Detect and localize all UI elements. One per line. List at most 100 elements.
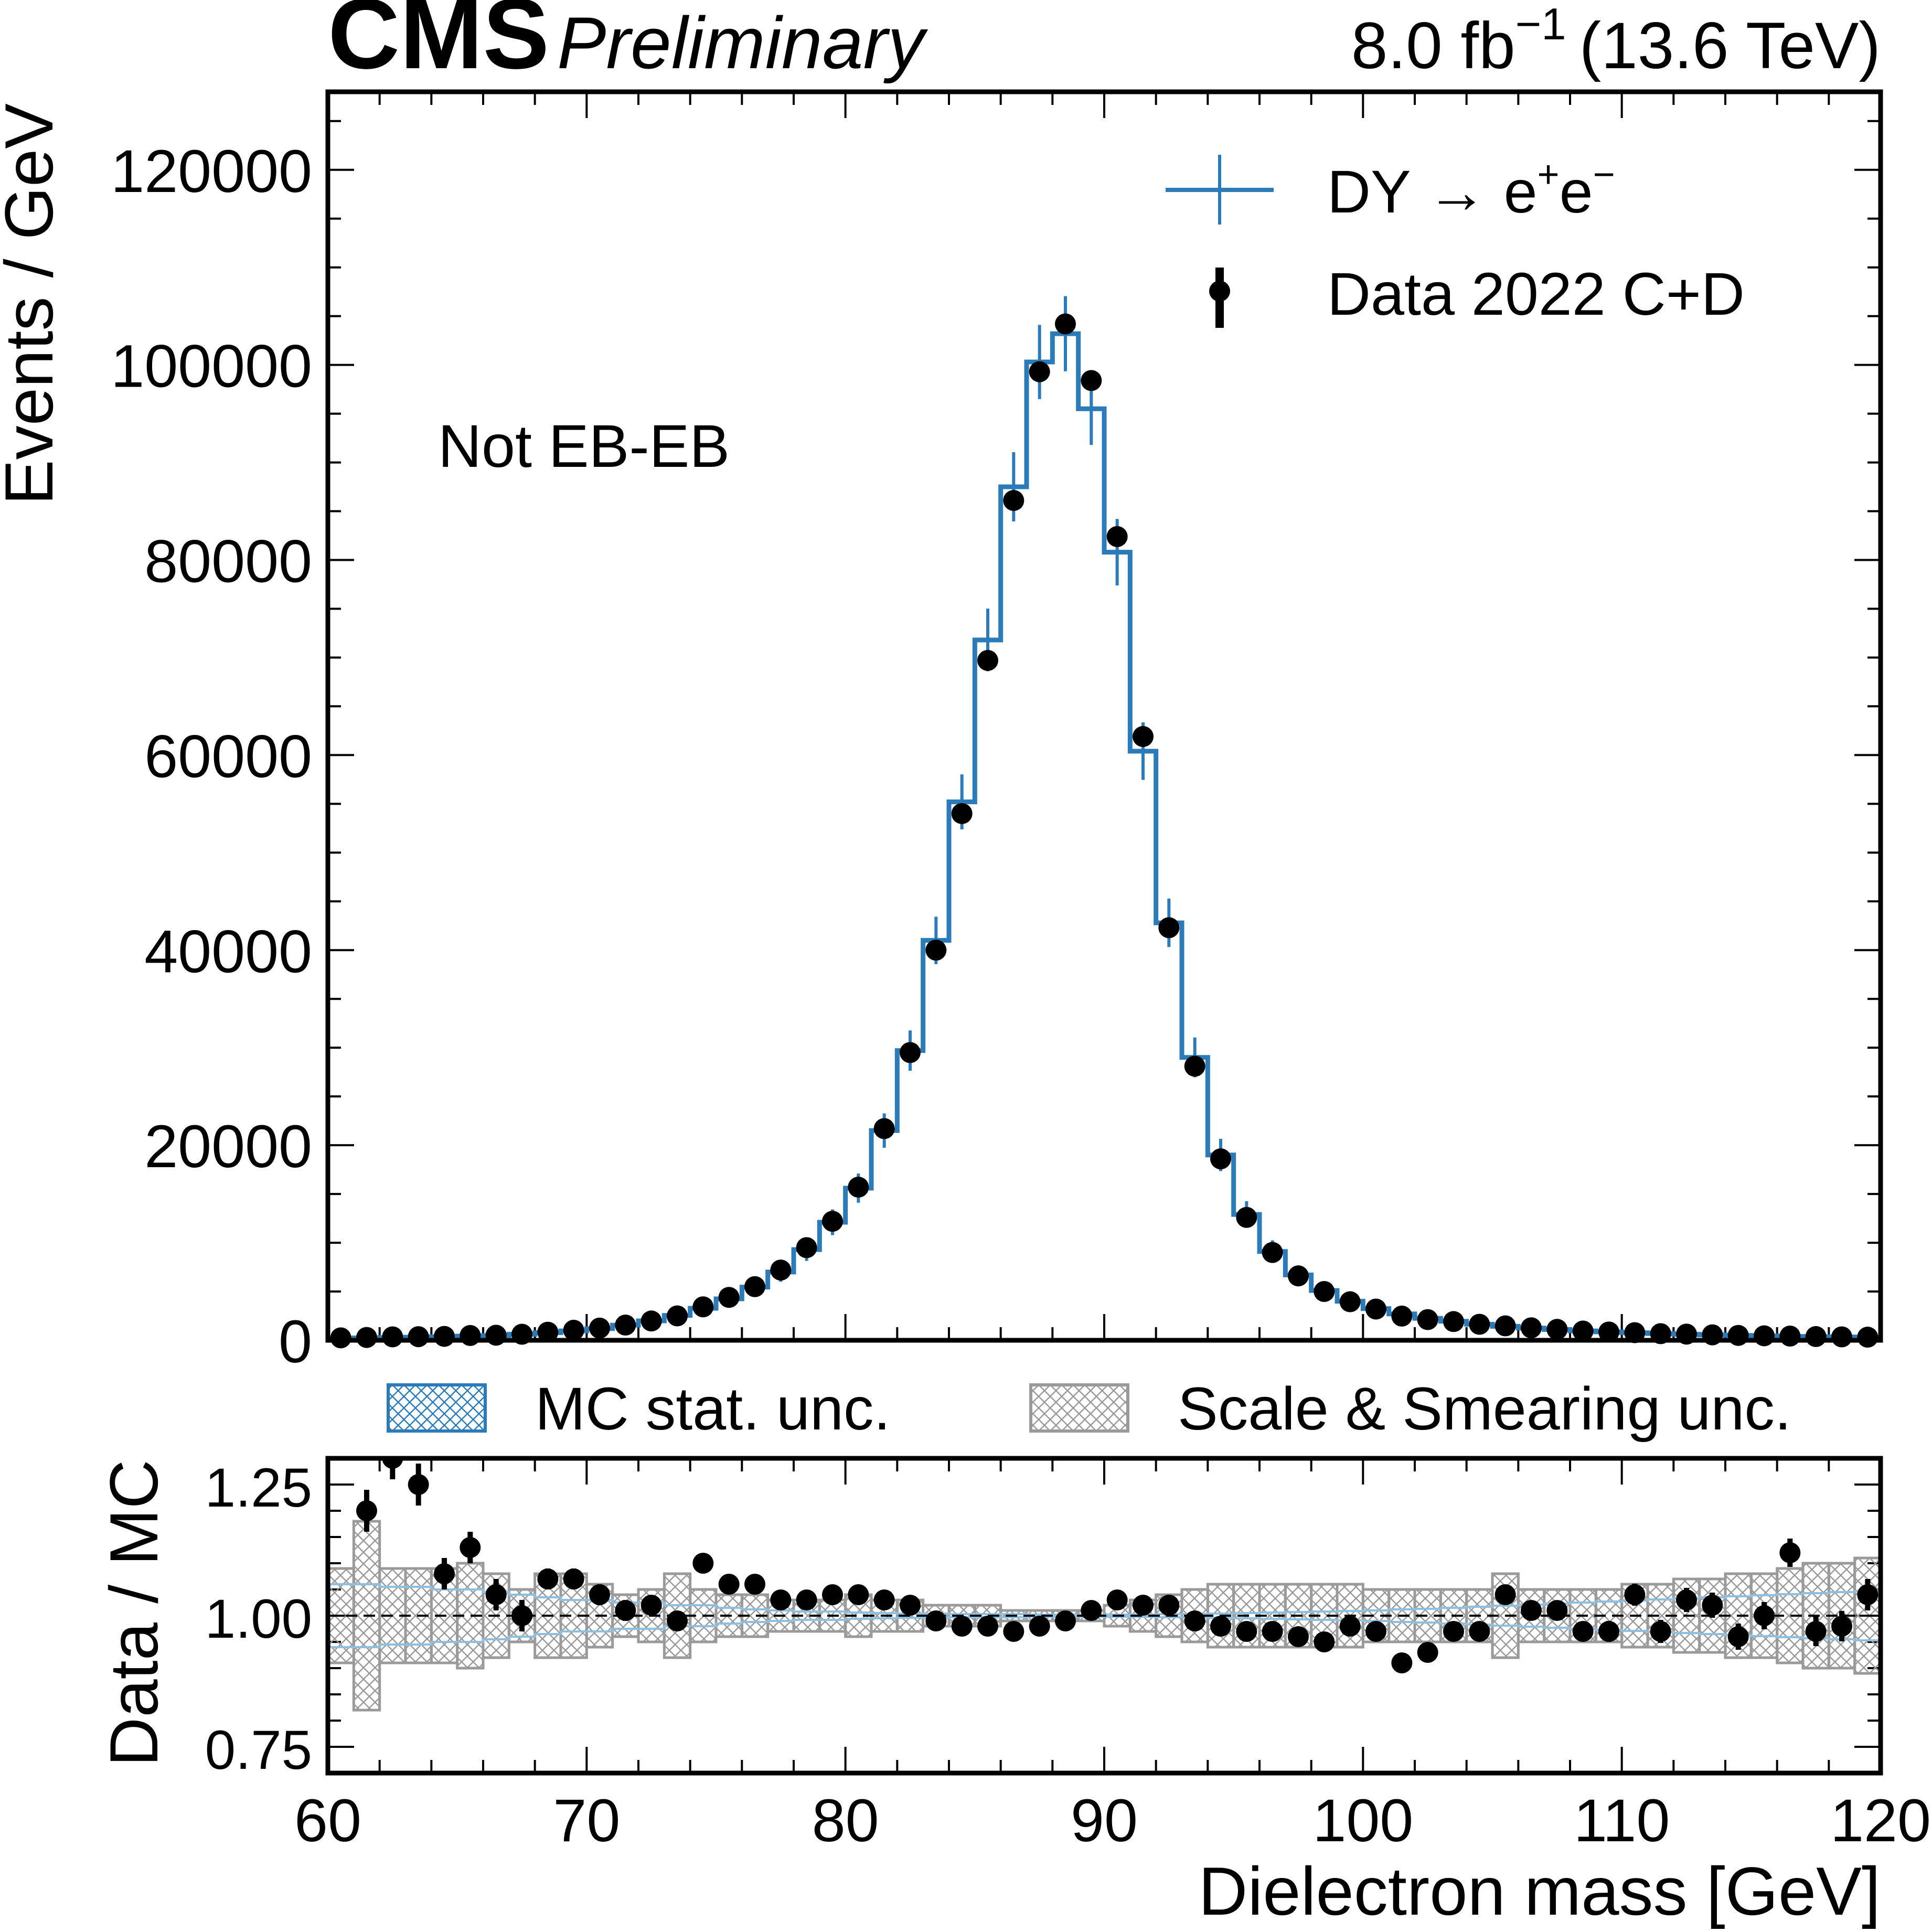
ratio-point [1262,1621,1283,1642]
ratio-point [460,1537,481,1558]
main-panel-frame [325,89,1883,1343]
scale-smearing-band [1801,1562,1830,1670]
ratio-point [1029,1616,1050,1637]
xtick-label: 90 [1071,1787,1138,1854]
main-ylabel: Events / GeV [0,103,67,505]
data-point [1158,917,1180,938]
ratio-point [511,1605,532,1626]
ratio-point [1365,1621,1386,1642]
ratio-point [822,1584,843,1605]
ratio-point [641,1595,662,1616]
ratio-point [1443,1621,1464,1642]
xtick-label: 100 [1312,1787,1413,1854]
ratio-panel-frame [325,1456,1883,1776]
ratio-point [485,1584,507,1605]
ratio-ytick-label: 1.25 [205,1457,312,1519]
main-ytick-label: 40000 [144,918,312,985]
ratio-point [1650,1621,1671,1642]
ratio-point [1184,1610,1205,1631]
data-point [537,1321,559,1343]
data-point [692,1296,714,1318]
data-point [1779,1326,1801,1347]
ratio-point [1081,1600,1102,1621]
data-point [848,1177,869,1198]
lumi-label: 8.0 fb−1 (13.6 TeV) [1351,0,1881,82]
ratio-point [1546,1600,1568,1621]
data-point [1805,1326,1827,1347]
data-point [356,1327,377,1348]
ratio-point [925,1610,947,1631]
lumi-value: 8.0 fb [1351,9,1515,82]
ratio-point [1133,1595,1154,1616]
preliminary-label: Preliminary [557,2,928,84]
legend-scale-swatch [1029,1383,1129,1433]
data-point [1417,1309,1438,1330]
data-point [1106,526,1128,547]
legend-data-label: Data 2022 C+D [1327,261,1745,328]
ratio-point [615,1600,636,1621]
ratio-panel-plot [328,1427,1881,1712]
data-point [615,1314,636,1336]
mc-stat-band-upper [328,1583,1881,1616]
main-panel-ticks: 0 20000 40000 60000 80000 100000 120000 [111,92,1882,1375]
ratio-point [589,1584,610,1605]
xtick-label: 110 [1574,1787,1670,1854]
legend-mc-stat-label: MC stat. unc. [535,1375,890,1443]
data-point [1469,1314,1490,1335]
data-point [1831,1326,1852,1348]
ratio-legend: MC stat. unc. Scale & Smearing unc. [387,1375,1791,1443]
ratio-point [1805,1621,1827,1642]
ratio-point [330,1427,351,1448]
data-point [1236,1207,1257,1228]
main-legend: DY → e+e− Data 2022 C+D [1166,154,1745,328]
ratio-point [1106,1589,1128,1610]
lumi-exponent: −1 [1515,0,1566,49]
data-point [382,1326,403,1348]
cms-label: CMS [328,0,549,90]
data-point [951,803,973,824]
main-ytick-label: 100000 [111,333,312,400]
ratio-point [1779,1542,1801,1563]
ratio-point [1055,1610,1076,1631]
energy-label: (13.6 TeV) [1579,9,1881,82]
ratio-point [1598,1621,1619,1642]
data-point [925,940,947,961]
data-point [408,1326,429,1348]
ratio-ytick-label: 0.75 [205,1720,312,1781]
data-point [1339,1291,1361,1312]
data-point [330,1327,351,1349]
data-point [1624,1322,1646,1343]
ratio-point [1391,1652,1413,1673]
ratio-point [1676,1589,1697,1610]
data-point [1314,1281,1335,1303]
mc-step-histogram [328,331,1881,1341]
data-point [822,1211,843,1232]
data-point [1029,361,1050,382]
ratio-point [434,1563,455,1584]
data-point [1495,1315,1516,1337]
data-point [1727,1325,1749,1346]
legend-mc-label: DY → e+e− [1327,154,1615,226]
data-point [460,1325,481,1346]
data-point [1572,1320,1594,1342]
data-point [641,1310,662,1332]
ratio-point [1158,1595,1180,1616]
ratio-point [1521,1600,1542,1621]
xtick-label: 60 [294,1787,361,1854]
ratio-point [1495,1584,1516,1605]
ratio-point [770,1589,792,1610]
ratio-point [1417,1642,1438,1663]
main-ytick-label: 120000 [111,138,312,205]
region-annotation: Not EB-EB [438,413,730,480]
data-point [744,1276,765,1297]
data-point [1857,1327,1878,1348]
ratio-point [1572,1621,1594,1642]
ratio-point [1857,1584,1878,1605]
ratio-point [1210,1616,1231,1637]
data-point [1365,1298,1386,1320]
data-point [977,650,998,671]
data-point [1184,1055,1205,1077]
mc-stat-band-lower [328,1616,1881,1648]
data-point [900,1042,921,1063]
